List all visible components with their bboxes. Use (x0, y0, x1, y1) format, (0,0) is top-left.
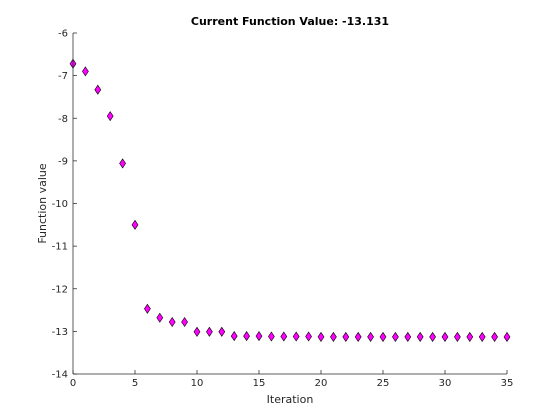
data-point-marker (317, 331, 325, 342)
data-point-marker (503, 331, 511, 342)
data-point-marker (305, 331, 312, 342)
data-point-marker (193, 326, 201, 337)
y-tick-label: -9 (58, 156, 68, 167)
plot-background (73, 33, 507, 374)
axis-ticks: 0 5 10 15 20 25 30 35 -14 -13 -12 -11 -10 -9 -8 -7 -6 (52, 29, 514, 390)
data-point-marker (392, 331, 399, 342)
x-tick-label: 5 (132, 378, 138, 389)
x-tick-label: 10 (191, 378, 204, 389)
data-point-marker (144, 303, 151, 314)
x-axis-label: Iteration (267, 393, 314, 406)
data-point-marker (181, 316, 188, 328)
data-point-marker (454, 331, 461, 342)
y-tick-label: -13 (52, 327, 68, 338)
data-point-marker (206, 326, 213, 337)
y-tick-label: -14 (52, 370, 68, 381)
x-tick-label: 0 (70, 378, 76, 389)
y-tick-label: -11 (52, 242, 68, 253)
y-axis-label: Function value (36, 163, 49, 244)
data-point-marker (379, 331, 387, 342)
y-tick-label: -12 (52, 284, 68, 295)
data-point-marker (280, 331, 288, 342)
plot-area: 0 5 10 15 20 25 30 35 -14 -13 -12 -11 -10 -9 -8 -7 -6 (52, 29, 514, 390)
data-point-marker (292, 331, 300, 342)
chart-title: Current Function Value: -13.131 (191, 15, 389, 28)
data-point-marker (342, 331, 350, 342)
x-tick-label: 35 (501, 378, 514, 389)
data-point-marker (429, 331, 436, 342)
y-tick-label: -8 (58, 114, 68, 125)
y-tick-label: -10 (52, 199, 68, 210)
y-tick-label: -6 (58, 29, 68, 40)
data-point-marker (491, 331, 498, 342)
data-point-marker (168, 316, 176, 328)
data-point-marker (94, 84, 102, 95)
data-point-marker (156, 312, 164, 323)
y-tick-label: -7 (58, 71, 68, 82)
data-point-marker (354, 331, 362, 342)
data-point-marker (416, 331, 424, 342)
data-point-marker (230, 331, 238, 342)
data-point-marker (367, 331, 374, 342)
data-point-marker (466, 331, 474, 342)
x-tick-label: 20 (315, 378, 328, 389)
data-point-marker (218, 326, 226, 337)
data-point-marker (268, 331, 275, 342)
data-point-marker (478, 331, 486, 342)
x-tick-label: 25 (377, 378, 390, 389)
data-point-marker (106, 111, 114, 122)
data-point-marker (330, 331, 337, 342)
x-tick-label: 15 (253, 378, 266, 389)
data-point-marker (441, 331, 449, 342)
data-point-marker (119, 158, 126, 169)
data-points (69, 58, 511, 342)
data-point-marker (255, 331, 263, 342)
data-point-marker (131, 219, 139, 230)
data-point-marker (243, 331, 250, 342)
data-point-marker (82, 66, 89, 77)
data-point-marker (404, 331, 412, 342)
x-tick-label: 30 (439, 378, 452, 389)
